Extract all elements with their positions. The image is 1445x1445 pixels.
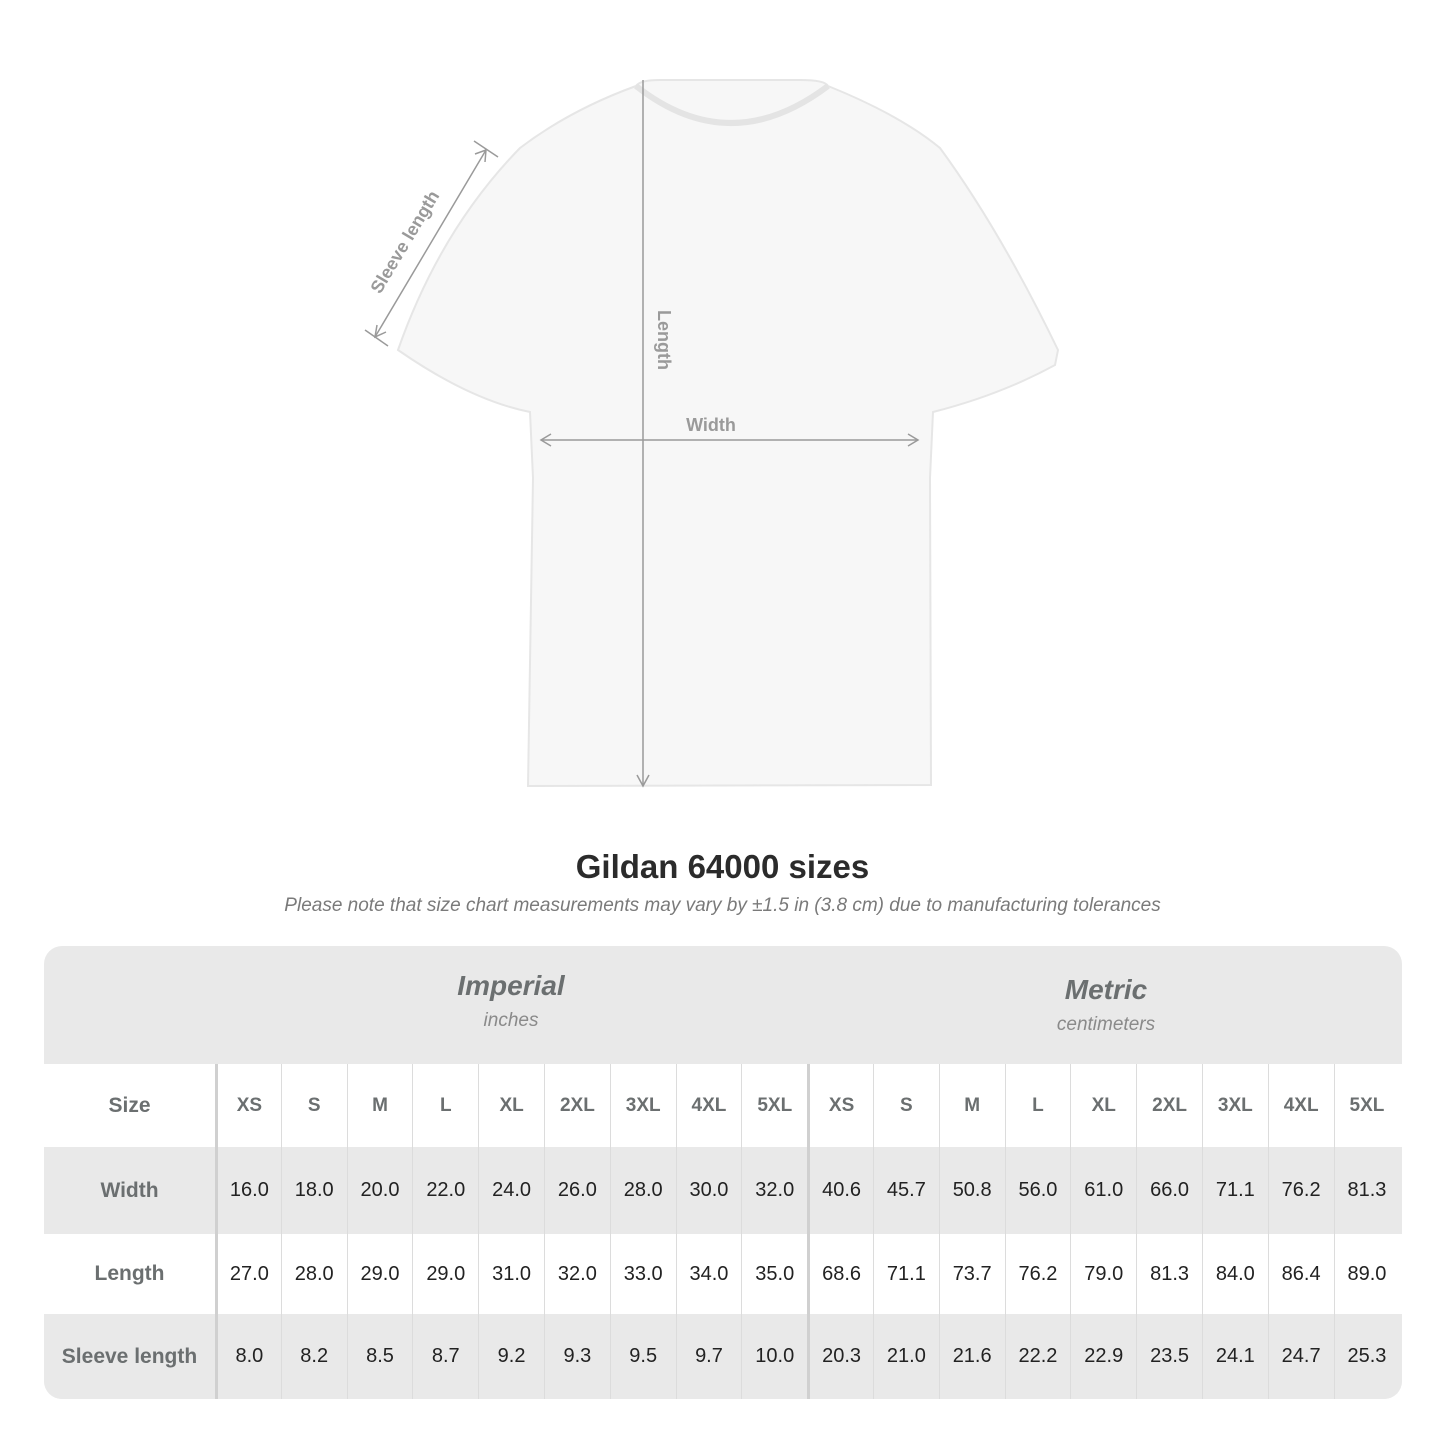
size-header-cell: 3XL [609,1064,676,1147]
table-cell: 84.0 [1201,1234,1268,1314]
table-cell: 9.2 [478,1314,544,1399]
size-header-cell: L [1004,1064,1071,1147]
table-cell: 81.3 [1333,1147,1400,1234]
size-header-cell: XL [478,1064,544,1147]
table-cell: 22.0 [412,1147,478,1234]
size-header-cell: 4XL [1267,1064,1334,1147]
size-header-cell: XS [215,1064,281,1147]
table-cell: 18.0 [280,1147,347,1234]
size-header-cell: S [280,1064,347,1147]
table-cell: 40.6 [807,1147,873,1234]
table-cell: 25.3 [1333,1314,1400,1399]
metric-unit: centimeters [1056,1014,1156,1035]
table-cell: 8.2 [280,1314,347,1399]
tolerance-note: Please note that size chart measurements… [284,895,1161,916]
table-cell: 24.0 [478,1147,544,1234]
table-cell: 26.0 [543,1147,610,1234]
tshirt-image [396,79,1060,788]
size-header-cell: L [412,1064,478,1147]
table-cell: 79.0 [1070,1234,1136,1314]
table-cell: 8.7 [412,1314,478,1399]
table-cell: 86.4 [1267,1234,1334,1314]
measure-lines [364,80,920,788]
table-cell: 61.0 [1070,1147,1136,1234]
table-cell: 81.3 [1136,1234,1202,1314]
size-header-cell: 3XL [1201,1064,1268,1147]
size-header-cell: 2XL [543,1064,610,1147]
imperial-label: Imperial [457,970,565,1001]
table-cell: 27.0 [215,1234,281,1314]
table-cell: 24.7 [1267,1314,1334,1399]
size-header-cell: 5XL [741,1064,807,1147]
size-header-cell: M [938,1064,1005,1147]
metric-label: Metric [1064,974,1148,1005]
size-header-cell: M [346,1064,413,1147]
table-cell: 76.2 [1004,1234,1071,1314]
table-cell: 9.3 [543,1314,610,1399]
table-cell: 10.0 [741,1314,807,1399]
page-title: Gildan 64000 sizes [575,848,870,885]
table-cell: 56.0 [1004,1147,1071,1234]
size-header-cell: XL [1070,1064,1136,1147]
imperial-header: Imperial inches [215,970,807,1088]
table-cell: 35.0 [741,1234,807,1314]
length-label: Length [654,310,674,370]
table-cell: 28.0 [280,1234,347,1314]
table-cell: 66.0 [1136,1147,1202,1234]
table-cell: 23.5 [1136,1314,1202,1399]
size-header-cell: XS [807,1064,873,1147]
table-cell: 20.0 [346,1147,413,1234]
table-cell: 30.0 [675,1147,742,1234]
row-label: Width [100,1178,159,1202]
table-cell: 50.8 [938,1147,1005,1234]
table-cell: 16.0 [215,1147,281,1234]
table-cell: 73.7 [938,1234,1005,1314]
table-cell: 9.7 [675,1314,742,1399]
collar [634,83,830,126]
table-row: Sleeve length 8.0 8.2 8.5 8.7 9.2 9.3 9.5 9.7 10.… [44,1314,1402,1399]
table-row: Width 16.0 18.0 20.0 22.0 24.0 26.0 28.0 30.0 32.… [44,1147,1402,1234]
size-header-cell: 5XL [1333,1064,1400,1147]
table-cell: 32.0 [741,1147,807,1234]
table-cell: 21.6 [938,1314,1005,1399]
table-cell: 8.5 [346,1314,413,1399]
table-cell: 20.3 [807,1314,873,1399]
table-cell: 45.7 [872,1147,939,1234]
table-row: Length 27.0 28.0 29.0 29.0 31.0 32.0 33.0 34.0 35… [44,1234,1402,1314]
tshirt-diagram: Sleeve length Length Width [364,79,1060,788]
size-header-cell: 2XL [1136,1064,1202,1147]
table-cell: 8.0 [215,1314,281,1399]
size-header-cell: S [872,1064,939,1147]
row-label: Length [94,1262,165,1285]
sleeve-line [374,149,487,338]
table-cell: 76.2 [1267,1147,1334,1234]
table-cell: 71.1 [872,1234,939,1314]
size-header-row: Size XS S M L XL 2XL 3XL 4XL 5XL XS S M L XL 2XL 3XL 4XL 5… [44,1064,1402,1147]
table-cell: 28.0 [609,1147,676,1234]
table-cell: 22.2 [1004,1314,1071,1399]
table-cell: 22.9 [1070,1314,1136,1399]
table-cell: 89.0 [1333,1234,1400,1314]
metric-header: Metric centimeters [810,974,1402,1092]
table-cell: 29.0 [346,1234,413,1314]
width-label: Width [686,415,736,435]
size-label: Size [108,1093,151,1117]
imperial-unit: inches [483,1010,539,1031]
table-cell: 29.0 [412,1234,478,1314]
table-cell: 71.1 [1201,1147,1268,1234]
table-cell: 68.6 [807,1234,873,1314]
table-cell: 32.0 [543,1234,610,1314]
size-header-cell: 4XL [675,1064,742,1147]
size-table: Imperial inches Metric centimeters Size X… [44,946,1402,1399]
table-cell: 34.0 [675,1234,742,1314]
row-label: Sleeve length [61,1344,198,1368]
table-cell: 24.1 [1201,1314,1268,1399]
table-cell: 9.5 [609,1314,676,1399]
table-cell: 33.0 [609,1234,676,1314]
table-cell: 31.0 [478,1234,544,1314]
table-cell: 21.0 [872,1314,939,1399]
